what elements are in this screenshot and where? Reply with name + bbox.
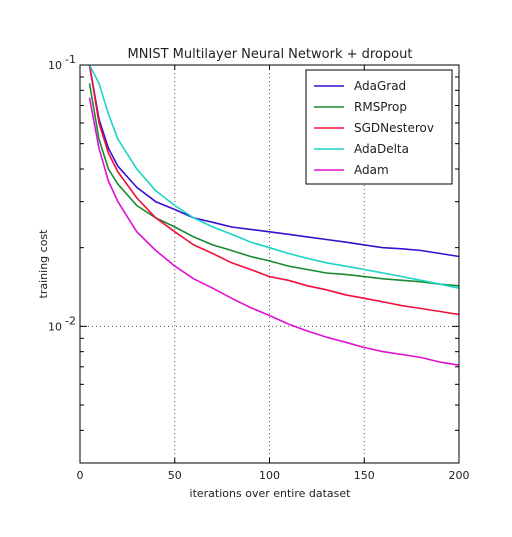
legend-entry: AdaGrad <box>354 79 406 93</box>
y-tick-exponent: -1 <box>65 53 76 66</box>
legend-entry: SGDNesterov <box>354 121 434 135</box>
y-tick-label: 10 <box>48 320 62 333</box>
x-tick-label: 200 <box>449 469 470 482</box>
legend-entry: RMSProp <box>354 100 407 114</box>
y-tick-exponent: -2 <box>65 314 76 327</box>
y-tick-label: 10 <box>48 59 62 72</box>
legend-entry: Adam <box>354 163 389 177</box>
x-tick-label: 50 <box>168 469 182 482</box>
x-tick-label: 150 <box>354 469 375 482</box>
legend-entry: AdaDelta <box>354 142 409 156</box>
x-axis-label: iterations over entire dataset <box>190 487 352 500</box>
chart-title: MNIST Multilayer Neural Network + dropou… <box>128 47 413 62</box>
x-tick-label: 0 <box>77 469 84 482</box>
x-tick-label: 100 <box>259 469 280 482</box>
legend: AdaGrad RMSProp SGDNesterov AdaDelta Adam <box>306 70 452 184</box>
y-axis-label: training cost <box>37 229 50 299</box>
